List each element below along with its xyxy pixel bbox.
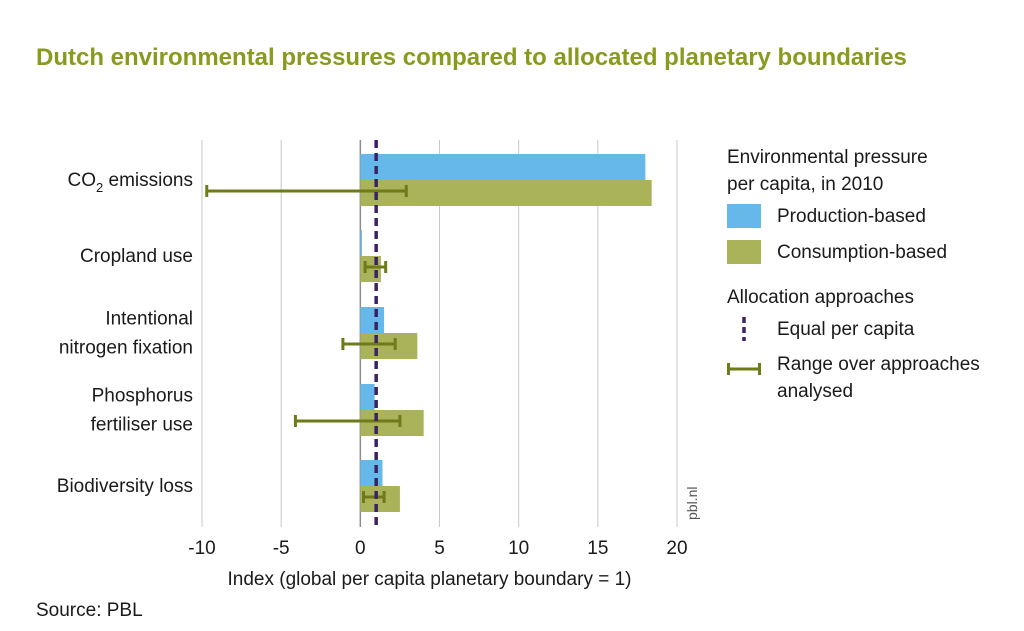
x-tick-label: -5 [273,538,290,559]
legend-allocation-heading: Allocation approaches [727,287,914,308]
legend-heading: Environmental pressure per capita, in 20… [727,144,987,198]
category-label: Biodiversity loss [57,476,193,497]
consumption-swatch [727,240,761,264]
consumption-bar [360,410,424,436]
equal-per-capita-marker [727,316,761,342]
legend-item-range: Range over approaches analysed [727,347,987,405]
production-bar [360,230,362,256]
legend-item-consumption: Consumption-based [727,234,987,270]
legend-heading-line1: Environmental pressure [727,147,928,168]
consumption-bar [360,486,400,512]
production-bar [360,307,385,333]
consumption-bar [360,333,418,359]
category-label: nitrogen fixation [59,338,193,359]
legend-equal-label: Equal per capita [777,318,915,340]
legend: Environmental pressure per capita, in 20… [727,144,987,405]
x-tick-label: 15 [587,538,608,559]
x-tick-label: 5 [434,538,445,559]
production-bar [360,460,383,486]
legend-item-production: Production-based [727,198,987,234]
source-note: Source: PBL [36,600,143,621]
range-marker [727,351,761,384]
category-label: CO2 emissions [68,170,193,195]
x-tick-label: -10 [188,538,215,559]
production-swatch [727,204,761,228]
legend-range-label-line1: Range over approaches [777,354,980,375]
legend-item-equal: Equal per capita [727,311,987,347]
x-tick-label: 0 [355,538,366,559]
watermark: pbl.nl [684,487,700,520]
category-label: Phosphorus [92,386,193,407]
x-axis-label: Index (global per capita planetary bound… [227,569,631,590]
category-label: fertiliser use [91,415,193,436]
category-label: Intentional [105,309,193,330]
production-bar [360,154,646,180]
production-bar [360,384,375,410]
legend-heading-line2: per capita, in 2010 [727,174,884,195]
category-label: Cropland use [80,246,193,267]
chart-title: Dutch environmental pressures compared t… [36,44,907,71]
x-tick-label: 10 [508,538,529,559]
legend-consumption-label: Consumption-based [777,241,948,263]
legend-range-label-line2: analysed [777,381,854,402]
x-tick-label: 20 [666,538,687,559]
legend-production-label: Production-based [777,205,926,227]
consumption-bar [360,180,652,206]
